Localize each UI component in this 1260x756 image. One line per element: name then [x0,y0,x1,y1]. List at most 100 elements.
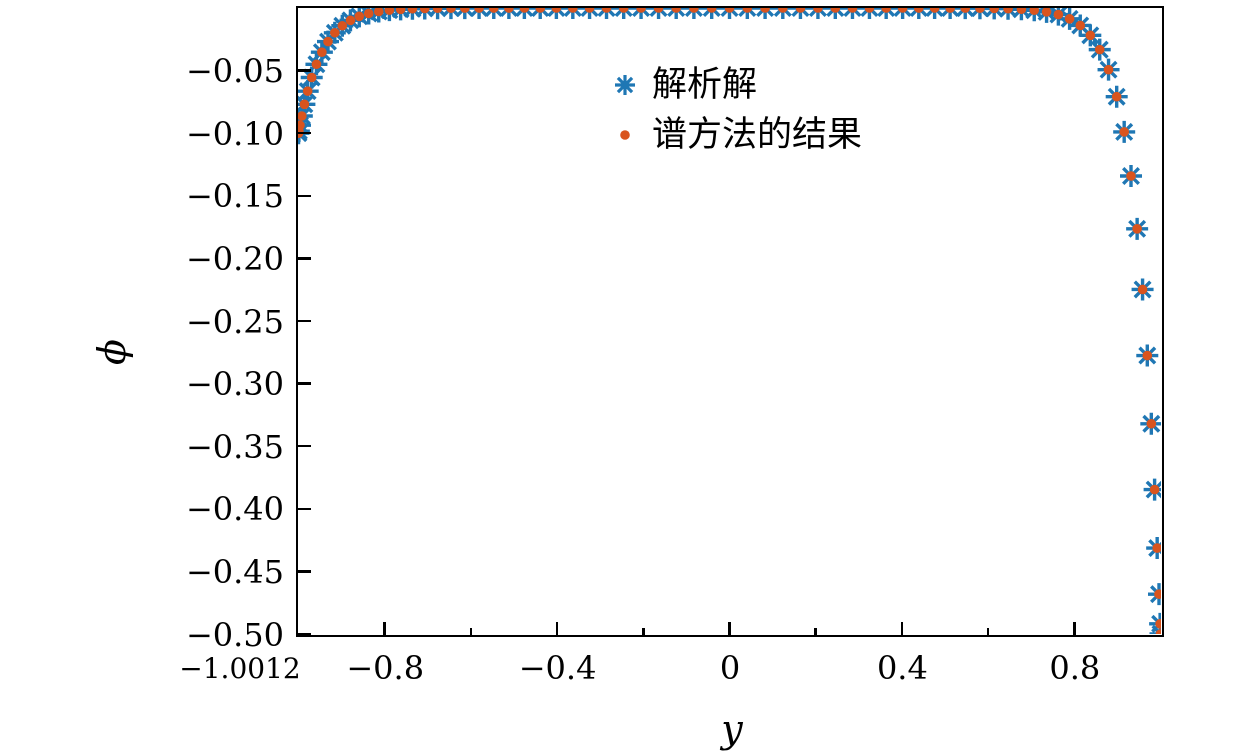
series-spectral-marker [778,8,788,13]
series-spectral-marker [1003,8,1013,14]
series-spectral-marker [1132,224,1142,234]
x-minor-tick [642,628,645,635]
series-spectral-marker [864,8,875,13]
x-major-tick [900,622,904,635]
dot-marker-icon [606,112,644,158]
series-spectral-marker [1053,9,1064,20]
series-spectral-marker [474,8,484,13]
y-tick-label: −0.25 [185,302,284,341]
x-axis-title: y [721,707,743,751]
series-spectral-marker [724,8,735,13]
series-spectral-marker [1041,8,1052,17]
series-spectral-marker [830,8,841,13]
series-spectral-marker [881,8,891,13]
series-spectral-marker [446,8,456,13]
series-spectral-marker [584,8,595,13]
series-spectral-marker [1094,44,1105,55]
series-spectral-marker [298,111,307,121]
series-spectral-marker [689,8,699,13]
y-tick-label: −0.30 [185,365,284,404]
series-spectral-marker [568,8,578,13]
series-spectral-marker [330,27,340,38]
series-spectral-marker [960,8,971,13]
y-major-tick [298,507,311,511]
series-spectral-marker [311,59,322,70]
y-tick-label: −0.35 [185,427,284,466]
y-tick-label: −0.40 [185,490,284,529]
x-major-tick [383,622,386,635]
series-spectral-marker [317,47,327,57]
series-spectral-marker [354,11,365,22]
series-spectral-marker [913,8,924,13]
plot-clip-region [298,8,1162,635]
series-spectral-marker [1142,350,1153,361]
x-minor-tick [469,628,473,635]
series-spectral-marker [299,99,310,110]
series-spectral-marker [813,8,823,13]
asterisk-marker-icon [606,62,644,108]
series-spectral-marker [1075,20,1086,31]
y-major-tick [298,257,311,260]
series-spectral-marker [1137,284,1148,295]
legend-label-analytical: 解析解 [652,65,758,105]
y-tick-label: −0.15 [185,177,284,216]
series-spectral-marker [1126,171,1136,181]
series-spectral-marker [706,8,717,13]
legend-item-spectral: 谱方法的结果 [606,112,862,158]
series-spectral-marker [306,72,317,83]
series-spectral-marker [1154,589,1161,599]
x-tick-label: −0.4 [518,649,597,687]
series-spectral-marker [432,8,443,14]
x-tick-label: 0.4 [876,649,928,687]
y-major-tick [298,319,311,323]
y-major-tick [298,570,311,573]
series-spectral-marker [618,8,629,13]
y-tick-label: −0.20 [185,239,284,278]
series-spectral-marker [373,8,384,17]
y-tick-label: −0.50 [185,615,284,654]
series-spectral-marker [1149,484,1160,495]
series-spectral-marker [519,8,530,13]
series-spectral-marker [847,8,858,13]
legend-item-analytical: 解析解 [606,62,862,108]
data-markers-layer [298,8,1161,634]
series-spectral-marker [419,8,430,14]
series-spectral-marker [1064,14,1075,24]
series-spectral-marker [671,8,681,13]
series-spectral-marker [504,8,514,13]
series-spectral-marker [945,8,955,13]
legend-label-spectral: 谱方法的结果 [652,115,863,155]
series-spectral-marker [337,20,348,31]
series-spectral-marker [323,36,333,47]
series-spectral-marker [1016,8,1027,15]
series-spectral-marker [1155,619,1161,629]
y-tick-label: −0.05 [185,52,284,91]
series-spectral-marker [535,8,546,13]
series-spectral-marker [1155,629,1161,634]
series-spectral-marker [363,8,374,19]
y-major-tick [298,131,311,135]
series-spectral-marker [1085,30,1096,41]
series-spectral-marker [989,8,1000,14]
series-spectral-marker [1111,91,1122,102]
legend: 解析解 谱方法的结果 [606,62,862,158]
series-spectral-marker [929,8,940,13]
series-spectral-marker [653,8,664,13]
y-major-tick [298,382,311,385]
x-tick-label: −0.8 [346,649,425,687]
series-spectral-marker [1146,418,1157,429]
x-major-tick [728,622,731,635]
series-spectral-marker [384,8,395,15]
series-spectral-marker [488,8,499,13]
x-tick-label: 0 [719,649,741,687]
series-spectral-marker [742,8,753,13]
series-spectral-marker [601,8,612,13]
series-spectral-marker [636,8,646,13]
plot-area [296,6,1164,637]
x-axis-min-label: −1.0012 [179,652,301,685]
series-spectral-marker [897,8,908,13]
series-spectral-marker [760,8,770,13]
series-spectral-marker [795,8,806,13]
series-spectral-marker [302,86,313,96]
